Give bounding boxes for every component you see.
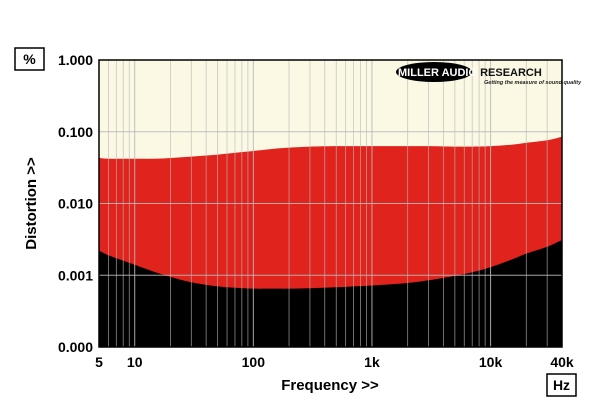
y-unit-frame xyxy=(14,47,45,71)
y-unit-box: % xyxy=(14,47,45,71)
x-unit-label: Hz xyxy=(553,377,570,393)
logo-name-part: RESEARCH xyxy=(480,67,542,79)
x-tick-labels: 5 10 100 1k 10k 40k xyxy=(95,354,574,370)
x-tick-label: 40k xyxy=(550,354,574,370)
y-tick-label: 0.000 xyxy=(58,339,93,355)
x-tick-label: 100 xyxy=(242,354,266,370)
x-tick-label: 10 xyxy=(127,354,143,370)
plot-frame xyxy=(98,59,563,348)
x-unit-frame xyxy=(546,373,577,397)
x-tick-label: 1k xyxy=(364,354,380,370)
x-unit-box: Hz xyxy=(546,373,577,397)
miller-audio-research-logo: MILLER AUDIO RESEARCH Getting the measur… xyxy=(396,62,582,86)
grid-layer xyxy=(98,60,563,347)
distortion-lower-area xyxy=(99,239,562,347)
logo-ellipse xyxy=(396,62,472,82)
x-tick-label: 10k xyxy=(479,354,503,370)
y-tick-label: 0.100 xyxy=(58,124,93,140)
y-tick-label: 0.010 xyxy=(58,196,93,212)
logo-name-part: MILLER AUDIO xyxy=(398,67,480,79)
logo-tagline: Getting the measure of sound quality xyxy=(484,80,582,86)
y-axis-title: Distortion >> xyxy=(23,157,40,250)
y-unit-label: % xyxy=(23,51,36,67)
x-axis-title: Frequency >> xyxy=(281,377,379,394)
y-tick-label: 0.001 xyxy=(58,267,93,283)
y-tick-label: 1.000 xyxy=(58,52,93,68)
y-tick-labels: 1.000 0.100 0.010 0.001 0.000 xyxy=(58,52,93,355)
logo-name: MILLER AUDIO RESEARCH xyxy=(398,67,542,79)
x-tick-label: 5 xyxy=(95,354,103,370)
